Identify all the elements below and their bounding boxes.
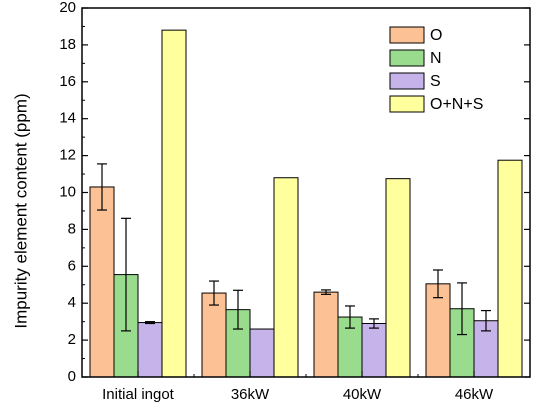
legend-swatch-S — [389, 72, 425, 90]
legend-label-O: O — [430, 27, 442, 44]
bar-O+N+S-46kW — [497, 159, 523, 378]
y-tick-label-2: 2 — [68, 331, 76, 348]
bar-O+N+S-36kW — [273, 177, 299, 378]
legend-swatch-N — [389, 49, 425, 67]
y-tick-label-8: 8 — [68, 220, 76, 237]
bar-S-Initial ingot — [137, 322, 163, 378]
x-tick-label-Initial ingot: Initial ingot — [102, 386, 175, 403]
bar-S-36kW — [249, 328, 275, 378]
y-tick-label-10: 10 — [59, 183, 76, 200]
bar-O-40kW — [313, 291, 339, 378]
legend-label-O+N+S: O+N+S — [430, 96, 483, 113]
bar-O+N+S-40kW — [385, 178, 411, 378]
y-tick-label-18: 18 — [59, 36, 76, 53]
legend-swatch-O+N+S — [389, 95, 425, 113]
bar-O+N+S-Initial ingot — [161, 29, 187, 378]
y-tick-label-20: 20 — [59, 0, 76, 16]
legend: ONS O+N+S — [389, 26, 483, 113]
y-axis-title-group: Impurity element content (ppm) — [11, 93, 30, 328]
y-axis-title: Impurity element content (ppm) — [11, 93, 30, 328]
y-tick-label-12: 12 — [59, 147, 76, 164]
legend-label-S: S — [430, 73, 441, 90]
y-tick-label-0: 0 — [68, 368, 76, 385]
legend-swatch-O — [389, 26, 425, 44]
x-tick-label-46kW: 46kW — [455, 386, 494, 403]
plot-area: 0 2 4 6 8 10 12 14 16 18 20 Initial ingot 36kW 40kW 46… — [59, 0, 531, 403]
legend-label-N: N — [430, 50, 442, 67]
y-tick-label-6: 6 — [68, 257, 76, 274]
y-tick-label-14: 14 — [59, 110, 76, 127]
y-tick-label-4: 4 — [68, 294, 76, 311]
bar-O-Initial ingot — [89, 186, 115, 378]
y-tick-label-16: 16 — [59, 73, 76, 90]
x-tick-label-36kW: 36kW — [231, 386, 270, 403]
bar-S-40kW — [361, 322, 387, 378]
x-tick-label-40kW: 40kW — [343, 386, 382, 403]
